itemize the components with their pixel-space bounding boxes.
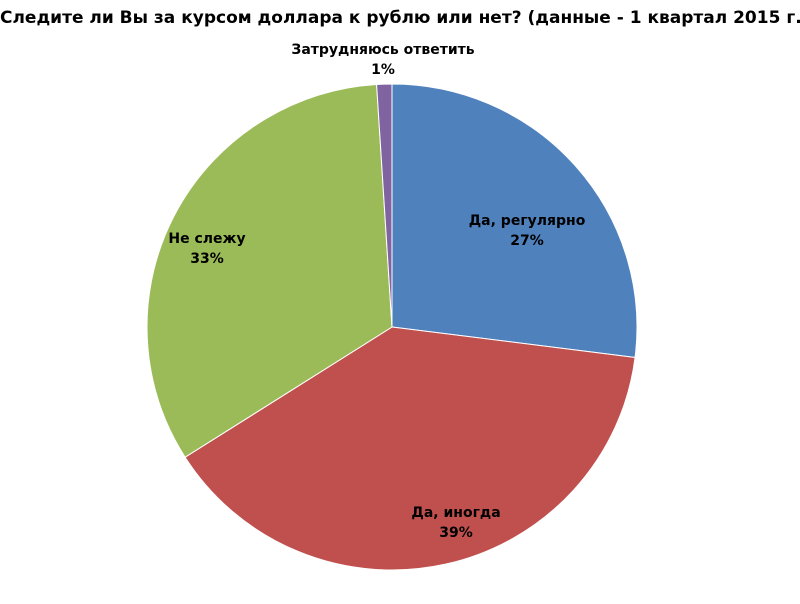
- slice-value-label: 33%: [190, 251, 224, 267]
- slice-label: Да, регулярно: [469, 213, 586, 229]
- slice-value-label: 1%: [371, 62, 395, 78]
- pie-labels: Да, регулярно 27% Да, иногда 39% Не слежу 33%…: [168, 42, 585, 541]
- slice-value-label: 39%: [439, 525, 473, 541]
- slice-label: Не слежу: [168, 231, 245, 247]
- pie-slice: [146, 83, 393, 458]
- pie-slice: [376, 83, 393, 328]
- slice-label: Затрудняюсь ответить: [291, 42, 474, 58]
- pie-slice: [184, 326, 636, 571]
- slice-label: Да, иногда: [411, 505, 500, 521]
- chart-title: Следите ли Вы за курсом доллара к рублю …: [0, 8, 800, 28]
- slice-value-label: 27%: [510, 233, 544, 249]
- pie-slice: [391, 83, 638, 359]
- pie-slices: [146, 83, 638, 571]
